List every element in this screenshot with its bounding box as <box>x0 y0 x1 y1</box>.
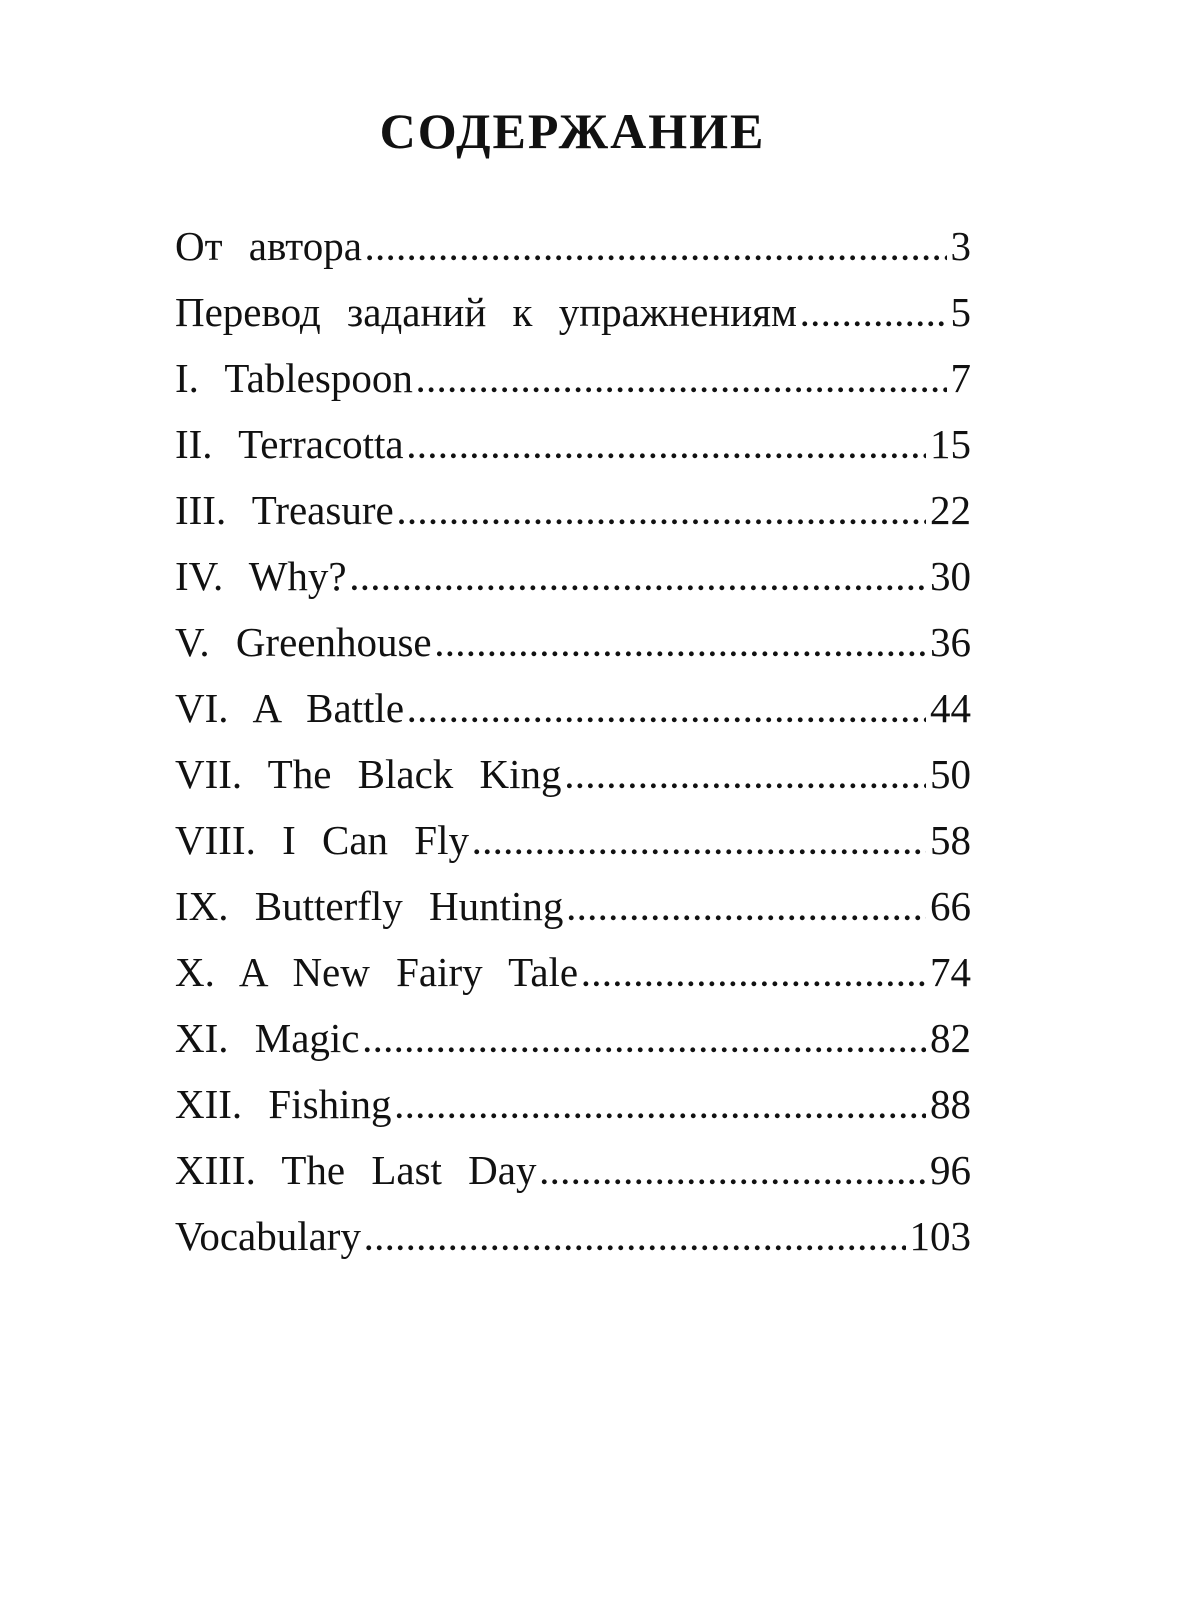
toc-entry-page: 30 <box>930 553 971 599</box>
toc-entry-page: 58 <box>930 817 971 863</box>
dot-leader <box>473 828 926 862</box>
toc-entry-label: X. A New Fairy Tale <box>175 949 579 995</box>
toc-entry: X. A New Fairy Tale 74 <box>175 948 971 1014</box>
toc-entry-label: VIII. I Can Fly <box>175 817 469 863</box>
toc-entry-page: 88 <box>930 1081 971 1127</box>
toc-entry: V. Greenhouse 36 <box>175 618 971 684</box>
dot-leader <box>566 762 926 796</box>
toc-entry: I. Tablespoon 7 <box>175 354 971 420</box>
toc-entry-label: IV. Why? <box>175 553 347 599</box>
dot-leader <box>351 564 926 598</box>
dot-leader <box>436 630 926 664</box>
dot-leader <box>398 498 926 532</box>
toc-entry-page: 3 <box>950 223 972 269</box>
dot-leader <box>540 1158 926 1192</box>
toc-entry: VI. A Battle 44 <box>175 684 971 750</box>
toc-entry: Перевод заданий к упражнениям 5 <box>175 288 971 354</box>
toc-entry: VII. The Black King 50 <box>175 750 971 816</box>
toc-entry-label: От автора <box>175 223 362 269</box>
toc-entry: IX. Butterfly Hunting 66 <box>175 882 971 948</box>
toc-entry-label: IX. Butterfly Hunting <box>175 883 564 929</box>
toc-entry-page: 36 <box>930 619 971 665</box>
dot-leader <box>801 300 947 334</box>
table-of-contents: От автора 3 Перевод заданий к упражнениям 5… <box>175 222 971 1278</box>
toc-entry: VIII. I Can Fly 58 <box>175 816 971 882</box>
toc-entry-page: 82 <box>930 1015 971 1061</box>
toc-entry-label: VII. The Black King <box>175 751 562 797</box>
toc-entry: II. Terracotta 15 <box>175 420 971 486</box>
dot-leader <box>408 696 926 730</box>
toc-entry-page: 74 <box>930 949 971 995</box>
dot-leader <box>567 894 926 928</box>
toc-entry-label: Перевод заданий к упражнениям <box>175 289 797 335</box>
dot-leader <box>366 234 947 268</box>
toc-entry-label: XI. Magic <box>175 1015 360 1061</box>
toc-entry-label: XII. Fishing <box>175 1081 392 1127</box>
dot-leader <box>364 1026 926 1060</box>
toc-entry: От автора 3 <box>175 222 971 288</box>
toc-entry: Vocabulary 103 <box>175 1212 971 1278</box>
toc-entry: XI. Magic 82 <box>175 1014 971 1080</box>
toc-entry-page: 50 <box>930 751 971 797</box>
dot-leader <box>417 366 947 400</box>
dot-leader <box>395 1092 926 1126</box>
toc-entry-page: 44 <box>930 685 971 731</box>
toc-entry: XII. Fishing 88 <box>175 1080 971 1146</box>
toc-entry-label: Vocabulary <box>175 1213 361 1259</box>
toc-entry-page: 22 <box>930 487 971 533</box>
toc-entry: XIII. The Last Day 96 <box>175 1146 971 1212</box>
dot-leader <box>408 432 926 466</box>
toc-entry-label: III. Treasure <box>175 487 394 533</box>
dot-leader <box>365 1224 906 1258</box>
toc-entry: IV. Why? 30 <box>175 552 971 618</box>
toc-entry-page: 5 <box>950 289 972 335</box>
toc-entry-label: VI. A Battle <box>175 685 405 731</box>
page-title: СОДЕРЖАНИЕ <box>379 103 766 159</box>
toc-entry-page: 66 <box>930 883 971 929</box>
toc-entry-label: XIII. The Last Day <box>175 1147 537 1193</box>
toc-entry-page: 96 <box>930 1147 971 1193</box>
dot-leader <box>582 960 926 994</box>
toc-entry-label: I. Tablespoon <box>175 355 413 401</box>
toc-entry-page: 15 <box>930 421 971 467</box>
toc-entry-label: II. Terracotta <box>175 421 404 467</box>
toc-entry-page: 103 <box>909 1213 972 1259</box>
toc-entry: III. Treasure 22 <box>175 486 971 552</box>
toc-entry-label: V. Greenhouse <box>175 619 432 665</box>
toc-entry-page: 7 <box>950 355 972 401</box>
